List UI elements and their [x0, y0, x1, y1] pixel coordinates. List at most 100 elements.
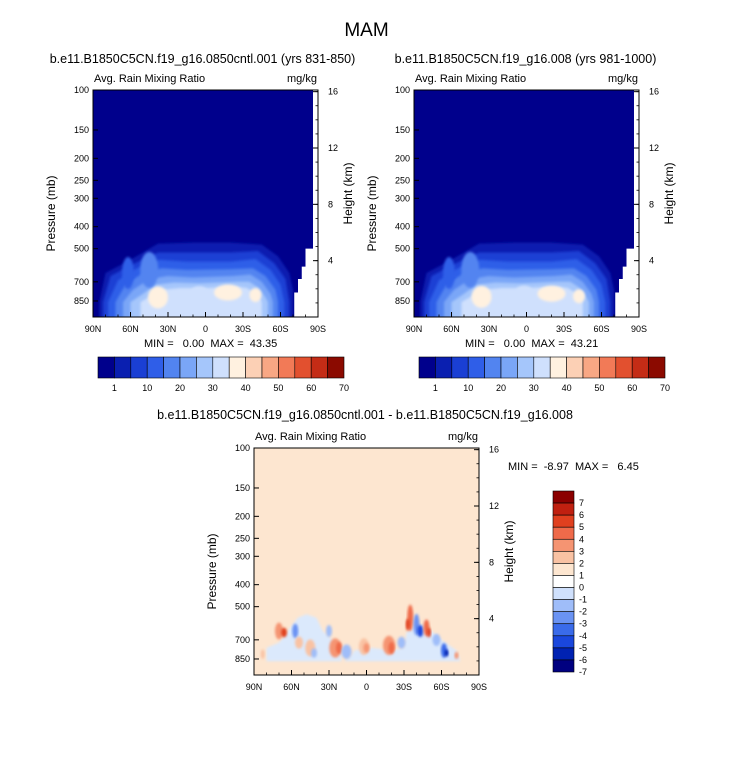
x-tick-label: 0 [203, 324, 208, 334]
colorbar-swatch [582, 356, 600, 379]
colorbar-swatch [552, 599, 575, 612]
colorbar-swatch [130, 356, 148, 379]
diff-anomaly [260, 649, 265, 660]
y-tick-label: 700 [235, 635, 250, 645]
x-tick-label: 60N [443, 324, 460, 334]
colorbar-label: 6 [579, 510, 584, 520]
colorbar-swatch [467, 356, 485, 379]
colorbar-label: 70 [660, 383, 670, 393]
y-tick-label: 150 [74, 125, 89, 135]
colorbar-swatch [552, 611, 575, 625]
rain-lobe [443, 257, 455, 290]
x-tick-label: 30N [160, 324, 177, 334]
colorbar-label: 30 [529, 383, 539, 393]
colorbar-swatch [566, 356, 584, 379]
colorbar-label: 1 [112, 383, 117, 393]
figure-title: MAM [344, 20, 389, 41]
diff-negative-region [266, 614, 342, 662]
colorbar-swatch [97, 356, 115, 379]
x-tick-label: 90S [631, 324, 647, 334]
diff-anomaly [275, 622, 283, 640]
diff-anomaly [388, 641, 395, 654]
diff-anomaly [397, 636, 406, 649]
x-tick-label: 30S [235, 324, 251, 334]
colorbar-swatch [310, 356, 328, 379]
y-tick-label: 500 [235, 602, 250, 612]
diff-anomaly [363, 643, 370, 653]
y-tick-label: 850 [74, 296, 89, 306]
heatmap-panel-1: 90N 60N 30N 0 30S 60S 90S 100 150 200 250 300 400 500… [44, 85, 355, 334]
y-right-tick-label: 4 [328, 256, 333, 266]
y-tick-label: 100 [395, 85, 410, 95]
colorbar-swatch [327, 356, 345, 379]
colorbar-swatch [484, 356, 502, 379]
y-tick-label: 200 [395, 153, 410, 163]
rain-maximum [148, 286, 168, 309]
y-right-tick-label: 8 [489, 557, 494, 567]
y-tick-label: 400 [74, 222, 89, 232]
colorbar-swatch [435, 356, 453, 379]
rain-maximum [191, 286, 208, 297]
x-tick-label: 30S [396, 682, 412, 692]
diff-anomaly [417, 625, 424, 638]
rain-maximum [214, 284, 242, 301]
y-axis-right-label: Height (km) [662, 162, 676, 224]
y-tick-label: 500 [395, 244, 410, 254]
y-right-tick-label: 4 [489, 614, 494, 624]
colorbar-label: 10 [142, 383, 152, 393]
colorbar-swatch [631, 356, 649, 379]
y-right-tick-label: 12 [649, 143, 659, 153]
diff-anomaly [326, 625, 332, 638]
colorbar-swatch [552, 575, 575, 588]
y-tick-label: 150 [395, 125, 410, 135]
panel-1-variable-label: Avg. Rain Mixing Ratio [94, 73, 206, 85]
colorbar-swatch [552, 526, 575, 540]
colorbar-label: 40 [241, 383, 251, 393]
colorbar-label: 1 [433, 383, 438, 393]
colorbar-2: 1 10 20 30 40 50 60 70 [418, 356, 670, 393]
y-tick-label: 250 [235, 533, 250, 543]
y-axis-label: Pressure (mb) [205, 533, 219, 609]
y-tick-label: 250 [395, 175, 410, 185]
colorbar-swatch [552, 502, 575, 516]
colorbar-swatch [294, 356, 312, 379]
colorbar-label: -4 [579, 631, 587, 641]
colorbar-swatch [179, 356, 197, 379]
colorbar-swatch [146, 356, 164, 379]
x-tick-label: 90S [471, 682, 487, 692]
rain-lobe [122, 257, 134, 290]
colorbar-label: 70 [339, 383, 349, 393]
diff-anomaly [311, 648, 317, 658]
colorbar-label: 50 [594, 383, 604, 393]
colorbar-label: -6 [579, 655, 587, 665]
colorbar-swatch [552, 538, 575, 552]
panel-3-title: b.e11.B1850C5CN.f19_g16.0850cntl.001 - b… [157, 408, 573, 422]
field [93, 90, 318, 317]
colorbar-label: 50 [273, 383, 283, 393]
y-tick-label: 850 [235, 654, 250, 664]
colorbar-swatch [552, 490, 575, 504]
missing-data-region [294, 90, 318, 317]
colorbar-label: 0 [579, 583, 584, 593]
panel-3-variable-label: Avg. Rain Mixing Ratio [255, 431, 367, 443]
colorbar-swatch [212, 356, 230, 379]
panel-1-title: b.e11.B1850C5CN.f19_g16.0850cntl.001 (yr… [49, 52, 356, 66]
y-tick-label: 400 [235, 580, 250, 590]
colorbar-swatch [552, 514, 575, 528]
colorbar-label: 30 [208, 383, 218, 393]
y-tick-label: 700 [74, 277, 89, 287]
colorbar-swatch [196, 356, 214, 379]
x-tick-label: 30N [481, 324, 498, 334]
y-tick-label: 700 [395, 277, 410, 287]
x-tick-label: 60S [272, 324, 288, 334]
colorbar-swatch [418, 356, 436, 379]
colorbar-label: 40 [562, 383, 572, 393]
colorbar-label: 20 [496, 383, 506, 393]
colorbar-label: -7 [579, 667, 587, 677]
rain-maximum [516, 285, 532, 296]
diff-anomaly [427, 627, 431, 638]
x-tick-label: 60N [122, 324, 139, 334]
y-right-tick-label: 8 [649, 199, 654, 209]
rain-maximum [573, 289, 585, 304]
x-tick-label: 90N [406, 324, 423, 334]
